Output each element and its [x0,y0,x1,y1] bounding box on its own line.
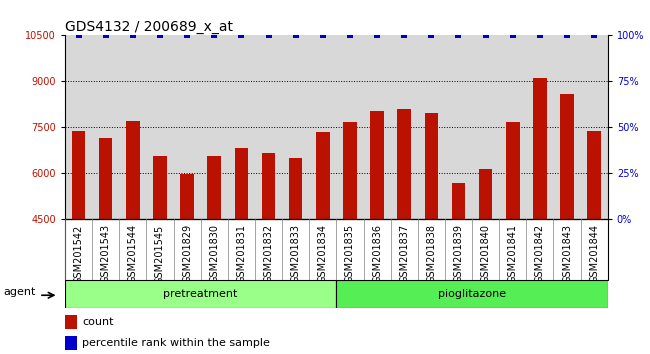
Text: GSM201543: GSM201543 [101,224,111,284]
Bar [72,131,85,219]
Bar [262,153,276,219]
Point [127,33,138,38]
Text: GSM201836: GSM201836 [372,224,382,283]
Point [291,33,301,38]
Text: GSM201829: GSM201829 [182,224,192,284]
FancyBboxPatch shape [337,280,608,308]
Point [399,33,410,38]
Bar [424,113,438,219]
Point [73,33,84,38]
Bar [207,156,221,219]
Bar [343,122,357,219]
Bar [560,94,574,219]
Point [535,33,545,38]
Bar [479,169,493,219]
Bar [65,336,77,350]
Text: GSM201842: GSM201842 [535,224,545,284]
Point [209,33,220,38]
Text: GSM201830: GSM201830 [209,224,219,283]
Point [508,33,518,38]
Text: agent: agent [3,287,36,297]
Text: GSM201839: GSM201839 [454,224,463,283]
Bar [99,138,112,219]
Bar [397,109,411,219]
Point [263,33,274,38]
Point [589,33,599,38]
Bar [452,183,465,219]
Point [236,33,246,38]
Bar [180,174,194,219]
Bar [370,110,384,219]
Text: GSM201545: GSM201545 [155,224,165,284]
Text: pretreatment: pretreatment [164,289,238,299]
Text: GSM201832: GSM201832 [263,224,274,284]
Point [182,33,192,38]
Bar [153,156,167,219]
Bar [588,131,601,219]
Point [155,33,165,38]
FancyBboxPatch shape [65,280,337,308]
Text: GSM201834: GSM201834 [318,224,328,283]
Text: GSM201843: GSM201843 [562,224,572,283]
Text: GSM201542: GSM201542 [73,224,84,284]
Bar [289,158,302,219]
Bar [65,315,77,329]
Bar [235,148,248,219]
Text: GSM201831: GSM201831 [237,224,246,283]
Text: percentile rank within the sample: percentile rank within the sample [83,338,270,348]
Text: GDS4132 / 200689_x_at: GDS4132 / 200689_x_at [65,21,233,34]
Point [480,33,491,38]
Text: GSM201838: GSM201838 [426,224,436,283]
Text: pioglitazone: pioglitazone [438,289,506,299]
Text: GSM201837: GSM201837 [399,224,410,284]
Bar [533,78,547,219]
Text: count: count [83,317,114,327]
Point [562,33,572,38]
Text: GSM201840: GSM201840 [480,224,491,283]
Text: GSM201833: GSM201833 [291,224,301,283]
Bar [506,122,519,219]
Point [426,33,437,38]
Point [318,33,328,38]
Point [372,33,382,38]
Text: GSM201544: GSM201544 [128,224,138,284]
Text: GSM201844: GSM201844 [589,224,599,283]
Bar [316,132,330,219]
Text: GSM201841: GSM201841 [508,224,518,283]
Text: GSM201835: GSM201835 [345,224,355,284]
Point [101,33,111,38]
Point [344,33,355,38]
Point [453,33,463,38]
Bar [126,121,140,219]
